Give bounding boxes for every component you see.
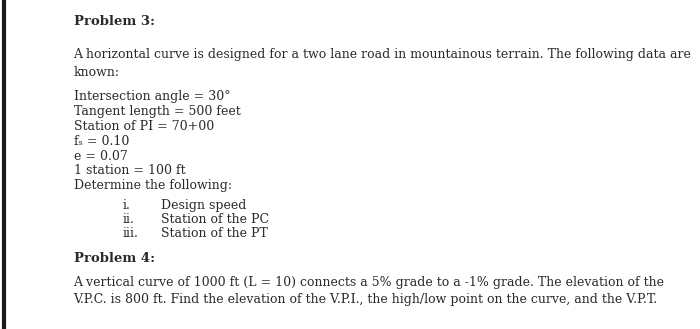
Text: Determine the following:: Determine the following: — [74, 179, 232, 192]
Text: Intersection angle = 30°: Intersection angle = 30° — [74, 90, 230, 104]
Text: 1 station = 100 ft: 1 station = 100 ft — [74, 164, 185, 178]
Text: Station of PI = 70+00: Station of PI = 70+00 — [74, 120, 214, 133]
Text: fₛ = 0.10: fₛ = 0.10 — [74, 135, 129, 148]
Text: A horizontal curve is designed for a two lane road in mountainous terrain. The f: A horizontal curve is designed for a two… — [74, 48, 692, 61]
Text: i.: i. — [122, 199, 130, 212]
Text: Station of the PC: Station of the PC — [161, 213, 269, 226]
Text: known:: known: — [74, 66, 120, 79]
Text: Design speed: Design speed — [161, 199, 246, 212]
Text: Tangent length = 500 feet: Tangent length = 500 feet — [74, 105, 240, 118]
Text: Station of the PT: Station of the PT — [161, 227, 268, 240]
Text: Problem 3:: Problem 3: — [74, 15, 155, 28]
Text: ii.: ii. — [122, 213, 134, 226]
Text: Problem 4:: Problem 4: — [74, 252, 155, 265]
Text: V.P.C. is 800 ft. Find the elevation of the V.P.I., the high/low point on the cu: V.P.C. is 800 ft. Find the elevation of … — [74, 293, 658, 307]
Text: e = 0.07: e = 0.07 — [74, 150, 127, 163]
Text: A vertical curve of 1000 ft (L = 10) connects a 5% grade to a -1% grade. The ele: A vertical curve of 1000 ft (L = 10) con… — [74, 276, 664, 289]
Text: iii.: iii. — [122, 227, 139, 240]
